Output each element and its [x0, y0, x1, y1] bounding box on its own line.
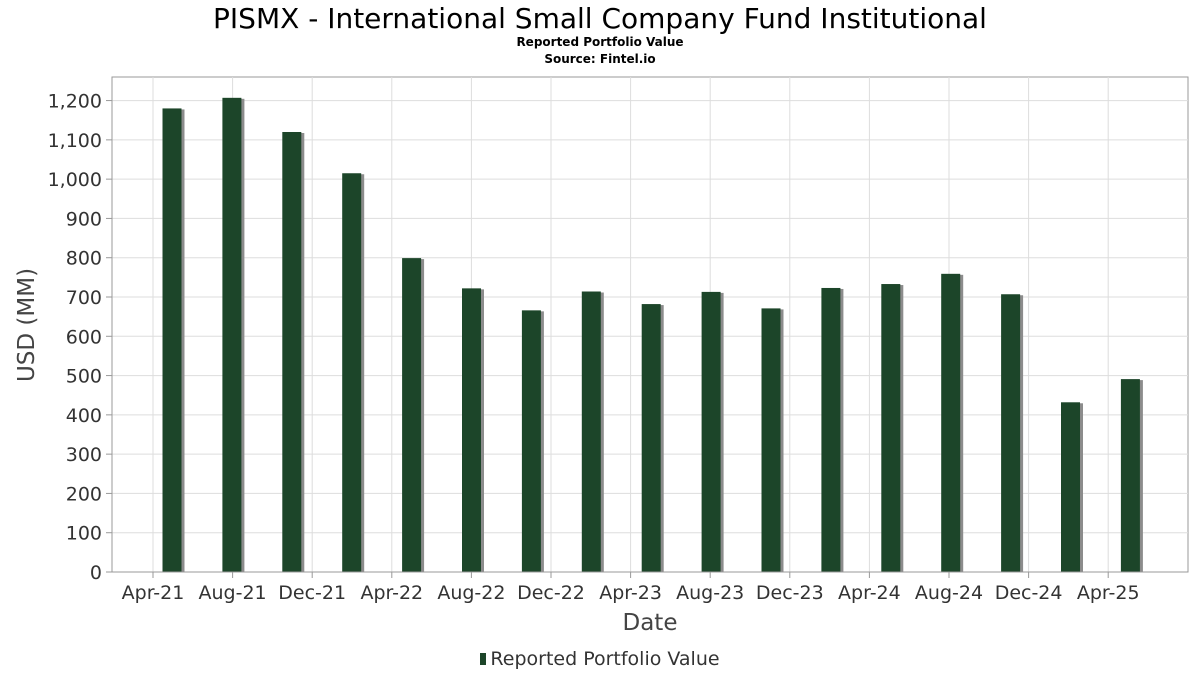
y-tick-label: 800: [66, 248, 102, 270]
bar: [222, 97, 242, 573]
bar: [1001, 294, 1021, 572]
bar: [1061, 402, 1080, 572]
x-tick-label: Apr-21: [122, 582, 185, 604]
chart-source: Source: Fintel.io: [544, 52, 656, 66]
legend-label: Reported Portfolio Value: [490, 648, 720, 670]
y-tick-label: 0: [90, 562, 102, 584]
x-tick-label: Aug-24: [915, 582, 983, 604]
y-tick-label: 1,100: [48, 130, 102, 152]
x-tick-label: Dec-21: [278, 582, 346, 604]
x-tick-label: Dec-23: [756, 582, 824, 604]
y-tick-label: 700: [66, 287, 102, 309]
bar: [641, 304, 661, 572]
bar: [342, 173, 362, 572]
y-tick-label: 200: [66, 483, 102, 505]
chart-title: PISMX - International Small Company Fund…: [213, 2, 987, 35]
y-tick-label: 1,000: [48, 169, 102, 191]
bar: [282, 132, 302, 572]
y-tick-label: 1,200: [48, 91, 102, 113]
x-tick-label: Dec-24: [995, 582, 1063, 604]
bar: [761, 308, 781, 572]
bar: [402, 258, 422, 572]
bar: [462, 288, 481, 572]
bar: [821, 287, 841, 572]
x-tick-label: Aug-23: [676, 582, 744, 604]
bar: [1120, 379, 1140, 572]
x-tick-label: Apr-24: [838, 582, 901, 604]
y-tick-label: 600: [66, 326, 102, 348]
bar: [521, 310, 541, 572]
x-tick-label: Aug-21: [199, 582, 267, 604]
x-axis-title: Date: [623, 610, 678, 636]
bar: [162, 108, 182, 572]
y-tick-label: 900: [66, 208, 102, 230]
x-tick-label: Aug-22: [437, 582, 505, 604]
x-tick-label: Apr-25: [1077, 582, 1140, 604]
y-tick-label: 500: [66, 366, 102, 388]
bar: [881, 284, 901, 572]
bar: [701, 291, 721, 572]
legend: Reported Portfolio Value: [0, 648, 1200, 670]
legend-swatch: [480, 653, 487, 665]
chart-subtitle: Reported Portfolio Value: [516, 35, 684, 49]
y-tick-label: 400: [66, 405, 102, 427]
bar: [941, 273, 961, 572]
bar: [581, 291, 601, 572]
x-tick-label: Dec-22: [517, 582, 585, 604]
y-tick-label: 100: [66, 523, 102, 545]
y-axis-title: USD (MM): [14, 268, 40, 382]
x-tick-label: Apr-23: [599, 582, 662, 604]
y-tick-label: 300: [66, 444, 102, 466]
x-tick-label: Apr-22: [360, 582, 423, 604]
